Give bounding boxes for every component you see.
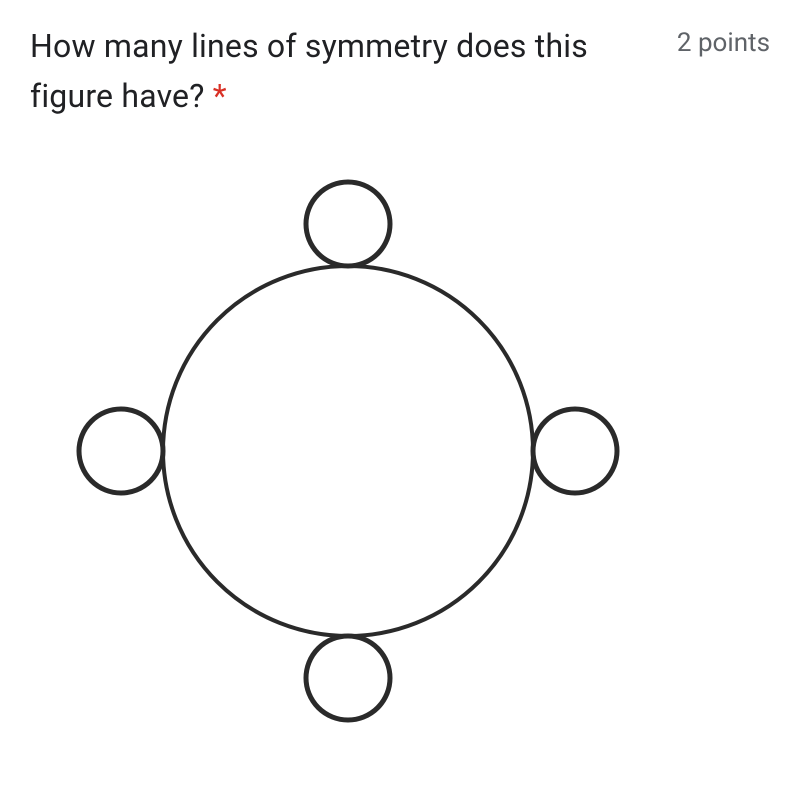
large-circle bbox=[163, 266, 533, 636]
small-circle-right bbox=[533, 409, 617, 493]
question-header: How many lines of symmetry does this fig… bbox=[0, 0, 800, 121]
figure-container bbox=[0, 161, 800, 741]
question-text-content: How many lines of symmetry does this fig… bbox=[30, 27, 588, 115]
small-circle-bottom bbox=[306, 636, 390, 720]
symmetry-figure bbox=[38, 161, 658, 741]
points-label: 2 points bbox=[677, 28, 770, 58]
question-text: How many lines of symmetry does this fig… bbox=[30, 22, 610, 121]
required-asterisk: * bbox=[213, 77, 227, 115]
small-circle-top bbox=[306, 182, 390, 266]
small-circle-left bbox=[79, 409, 163, 493]
